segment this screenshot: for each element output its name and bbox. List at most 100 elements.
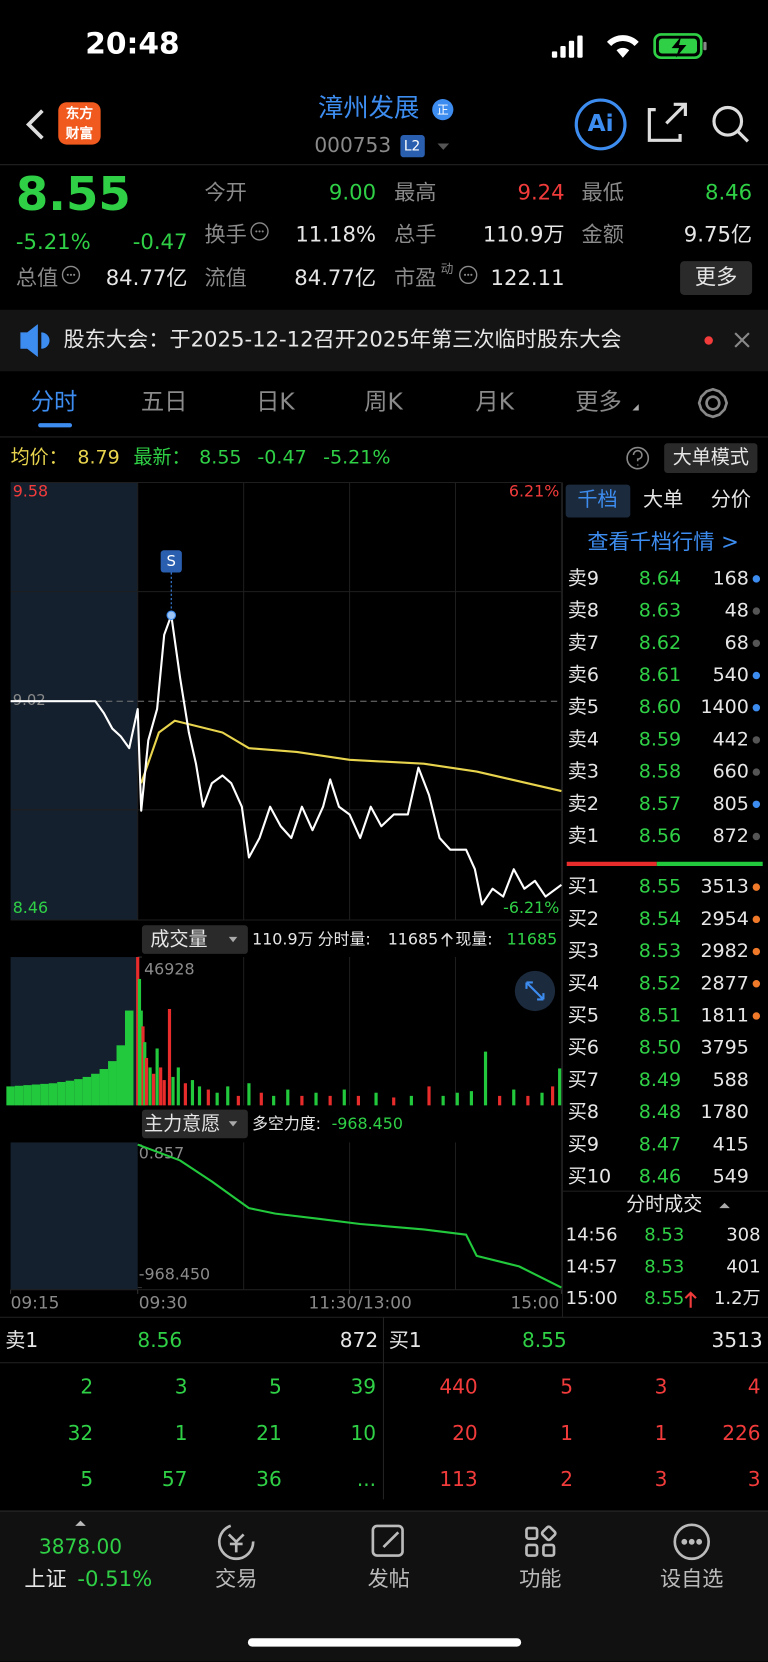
expand-glyph	[525, 981, 545, 1001]
volume-bar	[409, 1095, 413, 1106]
settings-icon[interactable]	[697, 387, 729, 419]
volume-button[interactable]	[141, 925, 248, 954]
tab[interactable]: 分时	[31, 389, 78, 416]
book-dot	[752, 736, 761, 744]
back-button[interactable]	[25, 109, 44, 140]
mf-strength: -968.450	[332, 1114, 403, 1133]
tab[interactable]: 日K	[256, 389, 295, 416]
volume-total: 110.9万	[252, 930, 313, 949]
notice-close[interactable]	[734, 332, 750, 348]
book-price: 8.48	[639, 1101, 681, 1123]
volume-bar	[155, 1048, 159, 1106]
queue-label: 卖1	[5, 1328, 38, 1352]
book-label: 买5	[568, 1004, 599, 1026]
queue-cell: 226	[722, 1421, 760, 1445]
book-price: 8.50	[639, 1037, 681, 1059]
ai-label: Ai	[588, 110, 614, 137]
book-label: 买4	[568, 972, 599, 994]
change: -0.47	[133, 229, 188, 254]
book-dot	[752, 639, 761, 647]
field-label: 最低	[582, 179, 624, 204]
tab[interactable]: 五日	[141, 389, 188, 416]
field-label: 总手	[394, 222, 436, 247]
queue-cell: 5	[560, 1375, 573, 1399]
book-price: 8.49	[639, 1069, 681, 1091]
book-price: 8.51	[639, 1004, 681, 1026]
info-dot	[258, 230, 261, 233]
volume-bar	[197, 1086, 202, 1106]
book-label: 卖4	[568, 728, 599, 750]
status-icons	[551, 33, 707, 60]
nav-item[interactable]: 交易	[215, 1566, 257, 1591]
book-volume: 3513	[700, 876, 748, 898]
level-bg	[400, 135, 425, 158]
more-caret	[632, 404, 639, 411]
more-button-label: 更多	[695, 264, 737, 289]
field-value: 84.77亿	[294, 265, 376, 290]
book-tab[interactable]: 分价	[711, 487, 751, 511]
home-indicator	[247, 1638, 522, 1647]
trade-volume: 401	[726, 1256, 760, 1277]
volume-bar	[23, 1085, 32, 1106]
volume-bar	[286, 1089, 290, 1106]
volume-period: 11685	[388, 930, 439, 949]
nav-item[interactable]: 设自选	[660, 1566, 724, 1591]
field-value: 122.11	[491, 265, 565, 290]
volume-current-label: 现量:	[456, 930, 493, 949]
queue-price: 8.56	[137, 1328, 182, 1352]
volume-tick-label: 46928	[144, 959, 195, 978]
mode-button[interactable]	[664, 443, 758, 473]
ai-button[interactable]	[574, 98, 627, 151]
info-avg-label: 均价：	[11, 447, 68, 469]
queue-cell: 3	[655, 1375, 668, 1399]
nav-item[interactable]: 发帖	[368, 1566, 410, 1591]
book-volume: 660	[713, 761, 749, 783]
queue-cell: 21	[256, 1421, 282, 1445]
queue-cell: 113	[439, 1467, 477, 1491]
search-button[interactable]	[712, 105, 749, 143]
volume-bar	[183, 1083, 187, 1106]
share-button[interactable]	[647, 102, 687, 142]
volume-bar	[236, 1095, 240, 1106]
book-volume: 872	[713, 825, 749, 847]
marker-badge	[160, 550, 182, 573]
book-price: 8.54	[639, 908, 681, 930]
book-link[interactable]: 查看千档行情 >	[587, 529, 739, 554]
more-button[interactable]	[680, 261, 753, 295]
book-label: 买2	[568, 908, 599, 930]
help-icon[interactable]	[626, 446, 650, 470]
book-volume: 2877	[700, 972, 748, 994]
queue-cell: 57	[162, 1467, 188, 1491]
tab[interactable]: 月K	[475, 389, 514, 416]
badge-bg	[432, 99, 454, 121]
book-label: 买10	[568, 1165, 611, 1187]
queue-cell: 2	[80, 1375, 93, 1399]
field-value: 9.00	[329, 179, 376, 204]
volume-bar	[190, 1080, 195, 1106]
book-tab[interactable]: 千档	[577, 487, 617, 511]
book-price: 8.47	[639, 1133, 681, 1155]
volume-bar	[374, 1092, 378, 1106]
book-tab[interactable]: 大单	[643, 487, 683, 511]
book-volume: 168	[713, 567, 749, 589]
volume-bar	[356, 1095, 360, 1106]
volume-period-label: 分时量:	[318, 930, 371, 949]
tab[interactable]: 更多	[575, 389, 622, 416]
book-volume: 68	[725, 632, 749, 654]
volume-button-label: 成交量	[150, 929, 207, 951]
book-dot	[752, 947, 761, 956]
queue-price: 8.55	[522, 1328, 567, 1352]
volume-bar	[272, 1095, 276, 1106]
tab[interactable]: 周K	[364, 389, 403, 416]
mf-button[interactable]	[141, 1109, 248, 1139]
nav-item[interactable]: 功能	[519, 1566, 561, 1591]
field-value: 8.46	[705, 179, 752, 204]
field-value: 11.18%	[295, 222, 376, 247]
queue-cell: 4	[748, 1375, 761, 1399]
marker-label: S	[167, 553, 176, 570]
code-dropdown[interactable]	[437, 143, 450, 150]
volume-bar	[206, 1089, 210, 1106]
volume-bar	[57, 1081, 66, 1106]
volume-bar	[526, 1095, 530, 1106]
